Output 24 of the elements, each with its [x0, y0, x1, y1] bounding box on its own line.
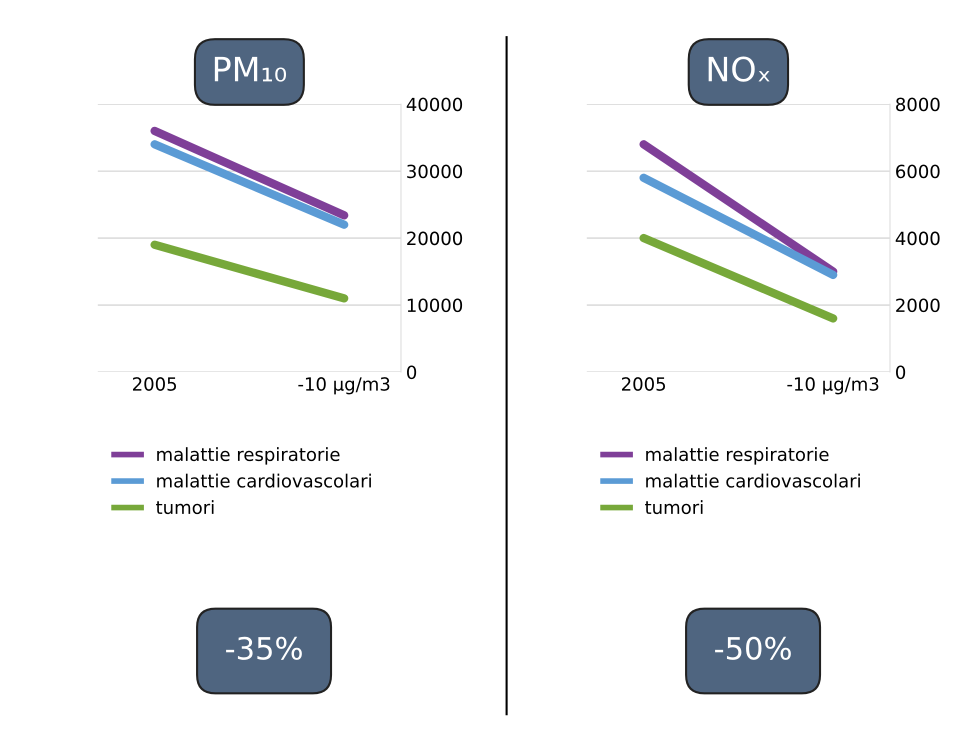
y-tick-label: 6000	[896, 164, 940, 178]
text: -50%	[715, 636, 791, 660]
legend-label: malattie cardiovascolari	[646, 474, 860, 488]
x-tick-label: 2005	[622, 377, 666, 391]
chart-title: PM₁₀	[214, 56, 286, 82]
legend-label: malattie cardiovascolari	[157, 474, 371, 488]
x-tick-label: -10 µg/m3	[298, 377, 390, 394]
legend-label: malattie respiratorie	[646, 447, 829, 465]
y-tick-label: 30000	[407, 164, 462, 178]
legend-label: tumori	[156, 500, 214, 514]
text: -35%	[226, 636, 302, 660]
y-tick-label: 40000	[406, 98, 462, 112]
y-tick-label: 10000	[408, 298, 462, 312]
y-tick-label: 2000	[896, 298, 940, 312]
y-tick-label: 0	[407, 365, 416, 380]
chart-title: NOₓ	[708, 56, 770, 82]
y-tick-label: 8000	[896, 98, 940, 112]
legend-label: malattie respiratorie	[157, 447, 340, 465]
x-tick-label: -10 µg/m3	[787, 377, 878, 394]
x-tick-label: 2005	[132, 377, 176, 391]
y-tick-label: 0	[896, 365, 906, 380]
y-tick-label: 20000	[407, 232, 462, 246]
legend-label: tumori	[645, 500, 702, 514]
y-tick-label: 4000	[896, 232, 940, 246]
